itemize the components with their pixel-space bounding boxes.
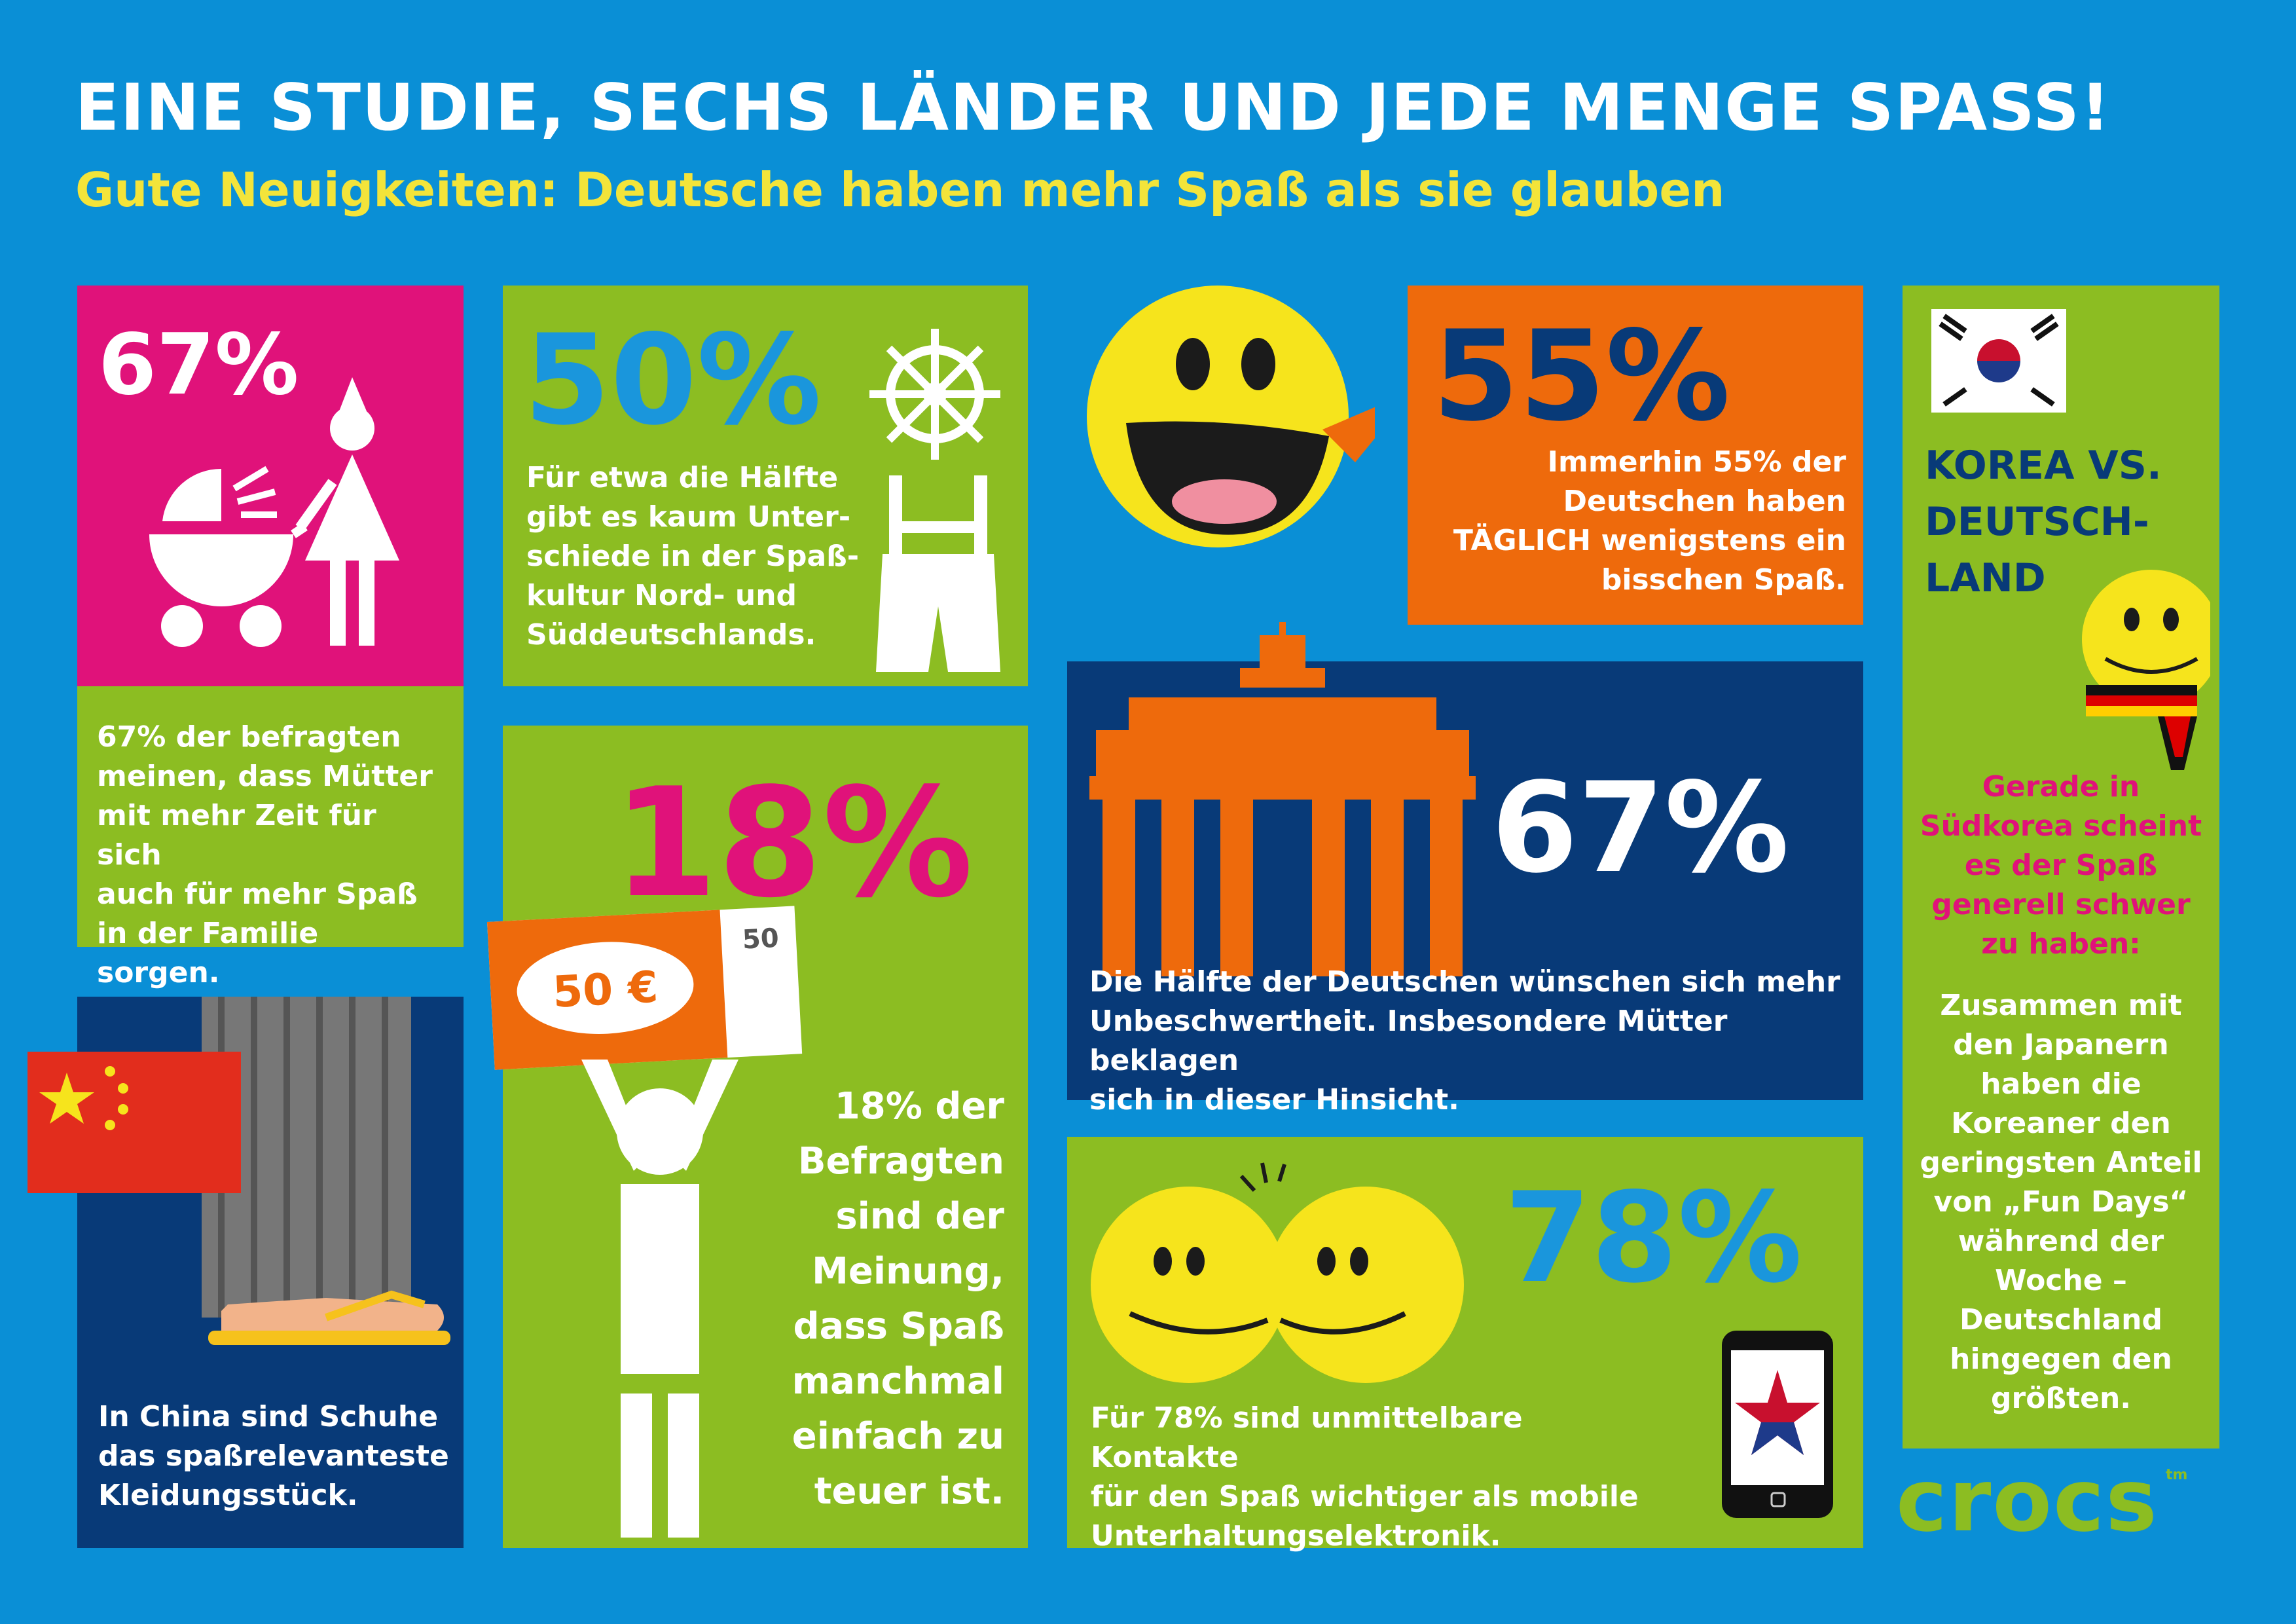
- korea-text: Zusammen mit den Japanern haben die Kore…: [1920, 989, 2202, 1415]
- mother-with-pram-icon: [149, 377, 399, 647]
- panel-china: In China sind Schuhe das spaßrelevantest…: [27, 997, 464, 1548]
- panel-mothers: 67% 67% der befragten meinen, dass Mütte…: [77, 286, 464, 989]
- carefree-percent: 67%: [1491, 756, 1789, 900]
- panel-expensive: 18% 50 € 50 18% der Befragten sind der M…: [487, 726, 1028, 1548]
- korea-heading: KOREA VS. DEUTSCH- LAND: [1925, 443, 2162, 601]
- contacts-text: Für 78% sind unmittelbare Kontakte für d…: [1091, 1401, 1639, 1553]
- banknote: 50 € 50: [487, 906, 803, 1070]
- expensive-text: 18% der Befragten sind der Meinung, dass…: [792, 1085, 1004, 1513]
- north-south-text: Für etwa die Hälfte gibt es kaum Unter- …: [526, 461, 860, 652]
- panel-daily: 55% Immerhin 55% der Deutschen haben TÄG…: [1408, 286, 1863, 625]
- contacts-percent: 78%: [1504, 1166, 1802, 1310]
- daily-text: Immerhin 55% der Deutschen haben TÄGLICH…: [1453, 445, 1846, 597]
- person-holding-sign-icon: [581, 1060, 738, 1538]
- smiley-with-german-scarf-icon: [2082, 570, 2210, 770]
- china-flag-icon: [27, 1052, 241, 1193]
- banknote-corner: 50: [741, 923, 780, 955]
- mothers-bottom-block: [77, 686, 464, 947]
- mothers-text: 67% der befragten meinen, dass Mütter mi…: [97, 720, 433, 989]
- korea-intro: Gerade in Südkorea scheint es der Spaß g…: [1920, 770, 2202, 961]
- panel-north-south: 50% Für etwa die Hälfte gibt es kaum Unt…: [503, 286, 1028, 686]
- expensive-percent: 18%: [613, 756, 974, 931]
- brandenburg-gate-icon: [1089, 622, 1476, 976]
- crocs-trademark: tm: [2166, 1467, 2188, 1483]
- smartphone-icon: [1722, 1331, 1833, 1518]
- page-subtitle: Gute Neuigkeiten: Deutsche haben mehr Sp…: [75, 162, 1725, 217]
- panel-contacts: 78% Für 78% sind unmittelbare Kontakte f…: [1067, 1137, 1863, 1553]
- ship-wheel-icon: [869, 329, 1000, 460]
- korea-flag-icon: [1931, 309, 2066, 413]
- daily-percent: 55%: [1432, 304, 1730, 449]
- china-text: In China sind Schuhe das spaßrelevantest…: [98, 1400, 449, 1512]
- crocs-logo: crocs: [1896, 1450, 2159, 1551]
- two-smileys-icon: [1091, 1162, 1464, 1383]
- north-south-percent: 50%: [524, 308, 822, 452]
- lederhosen-icon: [876, 475, 1000, 672]
- banknote-value: 50 €: [551, 961, 659, 1018]
- mothers-percent: 67%: [98, 316, 299, 414]
- laughing-smiley-icon: [1087, 286, 1375, 547]
- page-title: EINE STUDIE, SECHS LÄNDER UND JEDE MENGE…: [75, 71, 2111, 145]
- panel-carefree: 67% Die Hälfte der Deutschen wünschen si…: [1067, 622, 1863, 1116]
- panel-korea: KOREA VS. DEUTSCH- LAND Gerade in Südkor…: [1903, 286, 2219, 1449]
- carefree-text: Die Hälfte der Deutschen wünschen sich m…: [1089, 965, 1840, 1116]
